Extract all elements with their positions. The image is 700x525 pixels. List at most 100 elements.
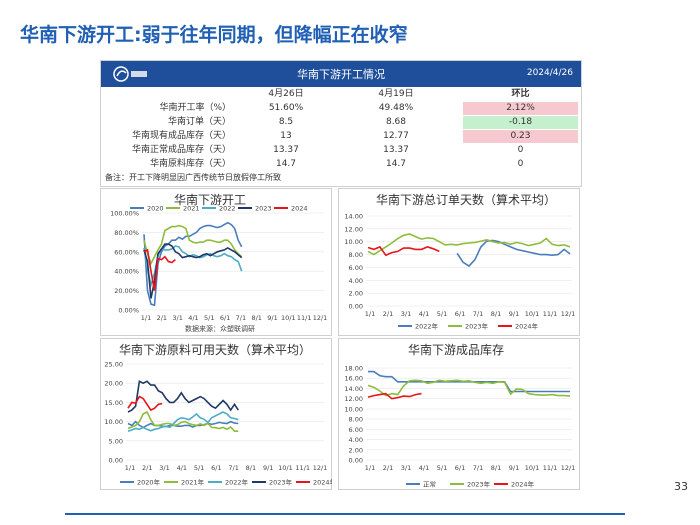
y-tick-label: 6.00 (349, 264, 363, 272)
x-tick-label: 7/1 (473, 464, 483, 472)
legend-label: 2021年 (181, 478, 205, 487)
row-change: 2.12% (463, 102, 578, 115)
row-change: 0 (463, 158, 578, 171)
x-tick-label: 12/1 (561, 310, 576, 318)
x-tick-label: 5/1 (194, 464, 204, 472)
legend-label: 正常 (423, 480, 436, 489)
x-tick-label: 11/1 (543, 310, 558, 318)
x-tick-label: 2/1 (157, 314, 167, 322)
row-change: 0 (463, 144, 578, 157)
x-tick-label: 7/1 (236, 314, 246, 322)
legend-label: 2024年 (515, 322, 539, 331)
y-tick-label: 20.00% (114, 287, 139, 295)
series-line-2022年 (456, 239, 571, 268)
y-tick-label: 0.00 (109, 457, 123, 465)
series-line-2022年 (127, 411, 239, 432)
x-tick-label: 5/1 (437, 464, 447, 472)
series-line-2020 (143, 221, 243, 307)
company-logo-icon (113, 66, 147, 82)
x-tick-label: 9/1 (263, 464, 273, 472)
table-row: 华南开工率（%） 51.60% 49.48% 2.12% (101, 102, 581, 115)
x-tick-label: 3/1 (401, 310, 411, 318)
row-current: 13 (280, 131, 292, 141)
row-current: 14.7 (275, 159, 297, 169)
legend-label: 2024年 (313, 478, 332, 487)
legend-label: 2021 (183, 205, 200, 213)
series-line-2024年 (367, 245, 440, 257)
legend-label: 2022年 (225, 478, 249, 487)
row-previous: 13.37 (383, 145, 409, 155)
x-tick-label: 6/1 (211, 464, 221, 472)
x-tick-label: 8/1 (491, 464, 501, 472)
y-tick-label: 15.00 (104, 399, 123, 407)
legend-label: 2023 (255, 205, 272, 213)
x-tick-label: 12/1 (313, 314, 328, 322)
legend-label: 2020年 (137, 478, 161, 487)
row-label: 华南原料库存（天） (149, 159, 231, 169)
chart-title: 华南下游原料可用天数（算术平均） (119, 342, 311, 357)
y-tick-label: 80.00% (114, 229, 139, 237)
x-tick-label: 5/1 (204, 314, 214, 322)
operating-rate-table: 华南下游开工情况 2024/4/26 4月26日 4月19日 环比 华南开工率（… (100, 60, 582, 187)
x-tick-label: 3/1 (401, 464, 411, 472)
x-tick-label: 8/1 (246, 464, 256, 472)
footer-divider (65, 513, 625, 515)
x-tick-label: 6/1 (455, 464, 465, 472)
chart-source: 数据来源：众塑联调研 (185, 324, 255, 333)
row-previous: 49.48% (378, 103, 414, 113)
chart-frame (100, 338, 332, 490)
legend-label: 2023年 (465, 322, 489, 331)
row-label: 华南现有成品库存（天） (131, 131, 231, 141)
table-title: 华南下游开工情况 (297, 68, 385, 81)
y-tick-label: 8.00 (349, 251, 363, 259)
y-tick-label: 100.00% (110, 210, 139, 218)
x-tick-label: 9/1 (509, 310, 519, 318)
chart-title: 华南下游总订单天数（算术平均） (376, 192, 556, 207)
y-tick-label: 0.00 (349, 303, 363, 311)
series-line-2021年 (127, 410, 239, 432)
x-tick-label: 8/1 (251, 314, 261, 322)
legend-label: 2023年 (269, 478, 293, 487)
series-line-2023 (143, 243, 243, 299)
table-column-headers: 4月26日 4月19日 环比 (101, 88, 581, 101)
series-line-2023年 (127, 380, 239, 413)
x-tick-label: 10/1 (278, 464, 293, 472)
y-tick-label: 5.00 (109, 437, 123, 445)
x-tick-label: 8/1 (491, 310, 501, 318)
x-tick-label: 4/1 (177, 464, 187, 472)
series-line-2024年 (127, 395, 163, 412)
y-tick-label: 16.00 (344, 375, 363, 383)
x-tick-label: 10/1 (525, 310, 540, 318)
legend-label: 2024 (291, 205, 308, 213)
x-tick-label: 4/1 (419, 310, 429, 318)
x-tick-label: 1/1 (365, 464, 375, 472)
y-tick-label: 10.00 (104, 418, 123, 426)
y-tick-label: 2.00 (349, 446, 363, 454)
slide-title: 华南下游开工:弱于往年同期，但降幅正在收窄 (20, 24, 408, 46)
y-tick-label: 2.00 (349, 290, 363, 298)
table-row: 华南正常成品库存（天） 13.37 13.37 0 (101, 144, 581, 157)
x-tick-label: 7/1 (473, 310, 483, 318)
x-tick-label: 10/1 (525, 464, 540, 472)
legend-label: 2023年 (467, 480, 491, 489)
legend-label: 2020 (147, 205, 164, 213)
series-line-正常 (368, 370, 570, 393)
y-tick-label: 6.00 (349, 426, 363, 434)
series-line-2021 (143, 224, 243, 266)
y-tick-label: 20.00 (104, 380, 123, 388)
y-tick-label: 12.00 (344, 225, 363, 233)
x-tick-label: 12/1 (561, 464, 576, 472)
row-change: 0.23 (463, 130, 578, 143)
series-line-2020年 (127, 420, 239, 429)
row-previous: 12.77 (383, 131, 409, 141)
x-tick-label: 10/1 (281, 314, 296, 322)
row-label: 华南订单（天） (167, 117, 231, 127)
row-label: 华南开工率（%） (159, 103, 231, 113)
legend-label: 2022年 (415, 322, 439, 331)
x-tick-label: 3/1 (159, 464, 169, 472)
x-tick-label: 2/1 (142, 464, 152, 472)
y-tick-label: 40.00% (114, 268, 139, 276)
row-previous: 8.68 (385, 117, 407, 127)
x-tick-label: 11/1 (543, 464, 558, 472)
col-header-previous: 4月19日 (378, 89, 414, 99)
